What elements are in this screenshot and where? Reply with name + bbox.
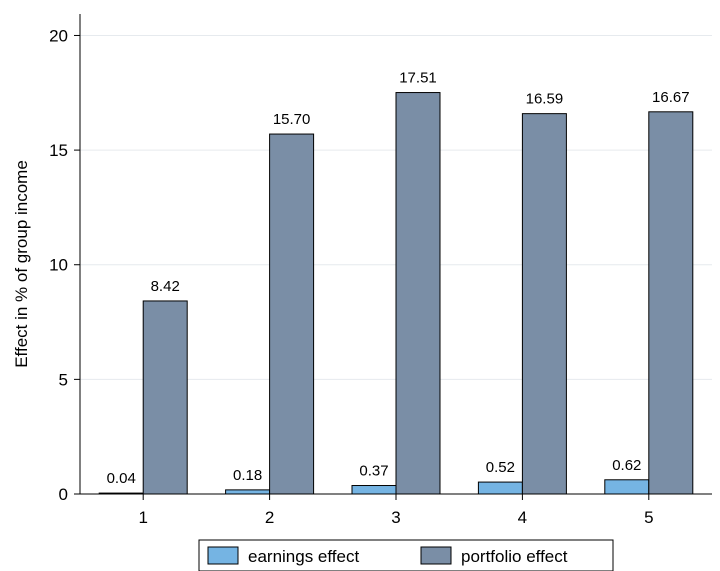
data-label: 16.67 (652, 89, 690, 106)
data-label: 8.42 (151, 278, 180, 295)
legend: earnings effect portfolio effect (198, 539, 614, 571)
bar-portfolio-1 (142, 300, 188, 495)
data-label: 17.51 (399, 70, 437, 87)
bar-earnings-4 (477, 481, 523, 495)
legend-label-portfolio: portfolio effect (461, 547, 568, 566)
bars (98, 92, 694, 495)
y-axis-title: Effect in % of group income (12, 160, 31, 368)
y-tick-label: 5 (59, 370, 68, 389)
data-labels: 0.04 8.42 0.18 15.70 0.37 17.51 0.52 16.59 0.62 1… (107, 70, 690, 488)
bar-portfolio-3 (395, 92, 441, 495)
x-tick-label: 4 (518, 508, 527, 527)
bar-earnings-3 (351, 485, 397, 495)
legend-box (198, 539, 614, 571)
bar-portfolio-4 (521, 113, 567, 495)
data-label: 0.62 (612, 457, 641, 474)
x-tick-label: 2 (265, 508, 274, 527)
legend-label-earnings: earnings effect (248, 547, 359, 566)
data-label: 0.37 (359, 463, 388, 480)
data-label: 0.52 (486, 459, 515, 476)
y-tick-label: 0 (59, 485, 68, 504)
x-tick-label: 3 (391, 508, 400, 527)
legend-swatch-earnings (207, 546, 239, 565)
y-tick-label: 15 (49, 141, 68, 160)
y-tick-label: 20 (49, 26, 68, 45)
axes: 0 5 10 15 20 1 2 3 4 5 (49, 14, 712, 527)
bar-portfolio-2 (269, 133, 315, 495)
y-tick-label: 10 (49, 256, 68, 275)
data-label: 0.04 (107, 470, 136, 487)
bar-earnings-2 (225, 489, 271, 495)
bar-earnings-5 (604, 479, 650, 495)
legend-swatch-portfolio (420, 546, 452, 565)
data-label: 15.70 (273, 111, 311, 128)
data-label: 0.18 (233, 467, 262, 484)
x-tick-label: 5 (644, 508, 653, 527)
x-tick-label: 1 (138, 508, 147, 527)
bar-portfolio-5 (648, 111, 694, 495)
data-label: 16.59 (526, 91, 564, 108)
